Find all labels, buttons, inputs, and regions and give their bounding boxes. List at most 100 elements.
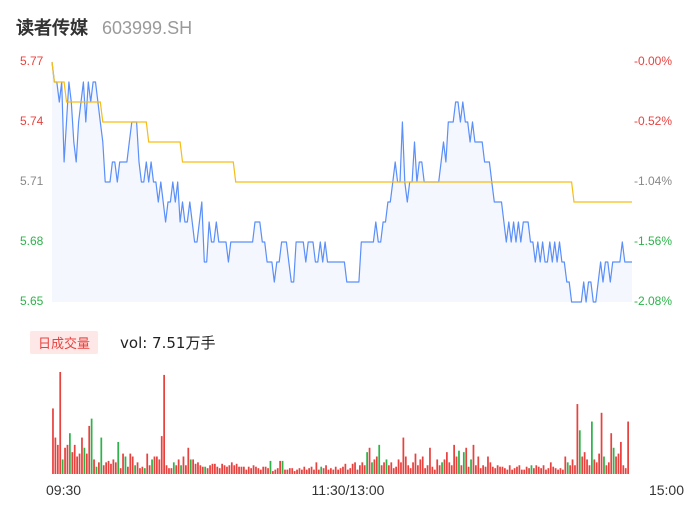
volume-bar: [475, 465, 477, 474]
volume-bar: [199, 465, 202, 474]
volume-bar: [417, 465, 419, 474]
volume-bar: [351, 463, 354, 474]
volume-bar: [620, 441, 622, 474]
volume-bar: [627, 421, 629, 474]
volume-bar: [272, 471, 274, 474]
volume-bar: [322, 468, 325, 474]
volume-bar: [66, 444, 69, 474]
volume-bar: [607, 462, 610, 474]
volume-bar: [513, 468, 516, 474]
volume-bar: [499, 466, 501, 474]
volume-bar: [549, 462, 552, 474]
volume-bar: [378, 444, 381, 474]
volume-bar: [185, 465, 187, 474]
volume-bar: [542, 465, 545, 474]
volume-bar: [525, 466, 528, 474]
period-badge[interactable]: 日成交量: [30, 331, 99, 354]
volume-bar: [54, 437, 57, 474]
volume-bar: [339, 468, 342, 474]
volume-bar: [354, 462, 356, 474]
volume-bar: [117, 441, 120, 474]
volume-bar: [392, 468, 395, 474]
volume-bar: [421, 456, 424, 474]
volume-bar: [317, 469, 320, 474]
volume-bar: [95, 466, 98, 474]
volume-bar: [470, 459, 472, 474]
volume-bar: [170, 468, 173, 474]
volume-bar: [373, 459, 376, 474]
volume-bar: [441, 462, 443, 474]
stock-name: 读者传媒: [16, 18, 88, 39]
volume-bar: [243, 466, 245, 474]
volume-bar: [477, 456, 480, 474]
volume-bar: [462, 452, 465, 474]
volume-bar: [274, 469, 277, 474]
volume-bar: [501, 466, 504, 474]
volume-bar: [100, 437, 103, 474]
volume-bar: [209, 465, 211, 474]
volume-bar: [603, 456, 605, 474]
volume-bar: [158, 459, 161, 474]
volume-bar: [554, 468, 557, 474]
volume-bar: [571, 459, 574, 474]
volume-bar: [247, 466, 250, 474]
volume-bar: [337, 469, 339, 474]
volume-bar: [269, 460, 272, 474]
percent-tick-label: -1.04%: [633, 174, 672, 188]
volume-bar: [547, 468, 550, 474]
volume-bar: [281, 460, 284, 474]
volume-bar: [562, 469, 564, 474]
volume-bar: [291, 468, 294, 474]
volume-bar: [612, 447, 615, 474]
volume-bar: [388, 465, 390, 474]
volume-bar: [221, 463, 223, 474]
volume-bar: [520, 469, 523, 474]
volume-bar: [136, 462, 139, 474]
volume-bar: [214, 463, 216, 474]
volume-bar: [586, 459, 588, 474]
volume-bar: [88, 425, 91, 474]
percent-tick-label: -2.08%: [633, 294, 672, 308]
volume-bar: [245, 469, 248, 474]
volume-bar: [453, 444, 455, 474]
volume-bar: [131, 456, 134, 474]
volume-bar: [83, 447, 86, 474]
volume-bar: [465, 447, 468, 474]
volume-bar: [240, 466, 243, 474]
volume-bar: [177, 459, 180, 474]
volume-legend: 日成交量 vol: 7.51万手: [30, 331, 215, 354]
volume-bar: [402, 437, 405, 474]
volume-bar: [504, 468, 506, 474]
volume-bar: [552, 466, 555, 474]
volume-bar: [165, 465, 168, 474]
volume-bar: [298, 468, 301, 474]
volume-bar: [310, 466, 313, 474]
volume-bar: [64, 447, 66, 474]
volume-bar: [107, 460, 110, 474]
volume-bar: [148, 465, 151, 474]
volume-bar: [409, 468, 412, 474]
volume-bar: [598, 453, 600, 474]
volume-bar: [259, 469, 262, 474]
volume-bar: [535, 465, 538, 474]
volume-bar: [438, 465, 441, 474]
volume-bar: [59, 372, 62, 474]
volume-bar: [93, 459, 95, 474]
average-price-line: [51, 61, 632, 203]
price-line: [51, 61, 632, 303]
volume-bar: [305, 469, 308, 474]
volume-bar: [583, 452, 586, 474]
volume-bar: [252, 465, 255, 474]
volume-bar: [460, 465, 463, 474]
volume-bar: [545, 469, 547, 474]
volume-bar: [238, 466, 240, 474]
volume-bar: [257, 468, 260, 474]
volume-bar: [105, 462, 107, 474]
volume-bar: [363, 465, 366, 474]
volume-bar: [255, 466, 257, 474]
volume-bar: [175, 465, 178, 474]
volume-bar: [494, 468, 497, 474]
volume-bar: [467, 466, 470, 474]
volume-bar: [448, 462, 451, 474]
volume-bar: [122, 453, 124, 474]
